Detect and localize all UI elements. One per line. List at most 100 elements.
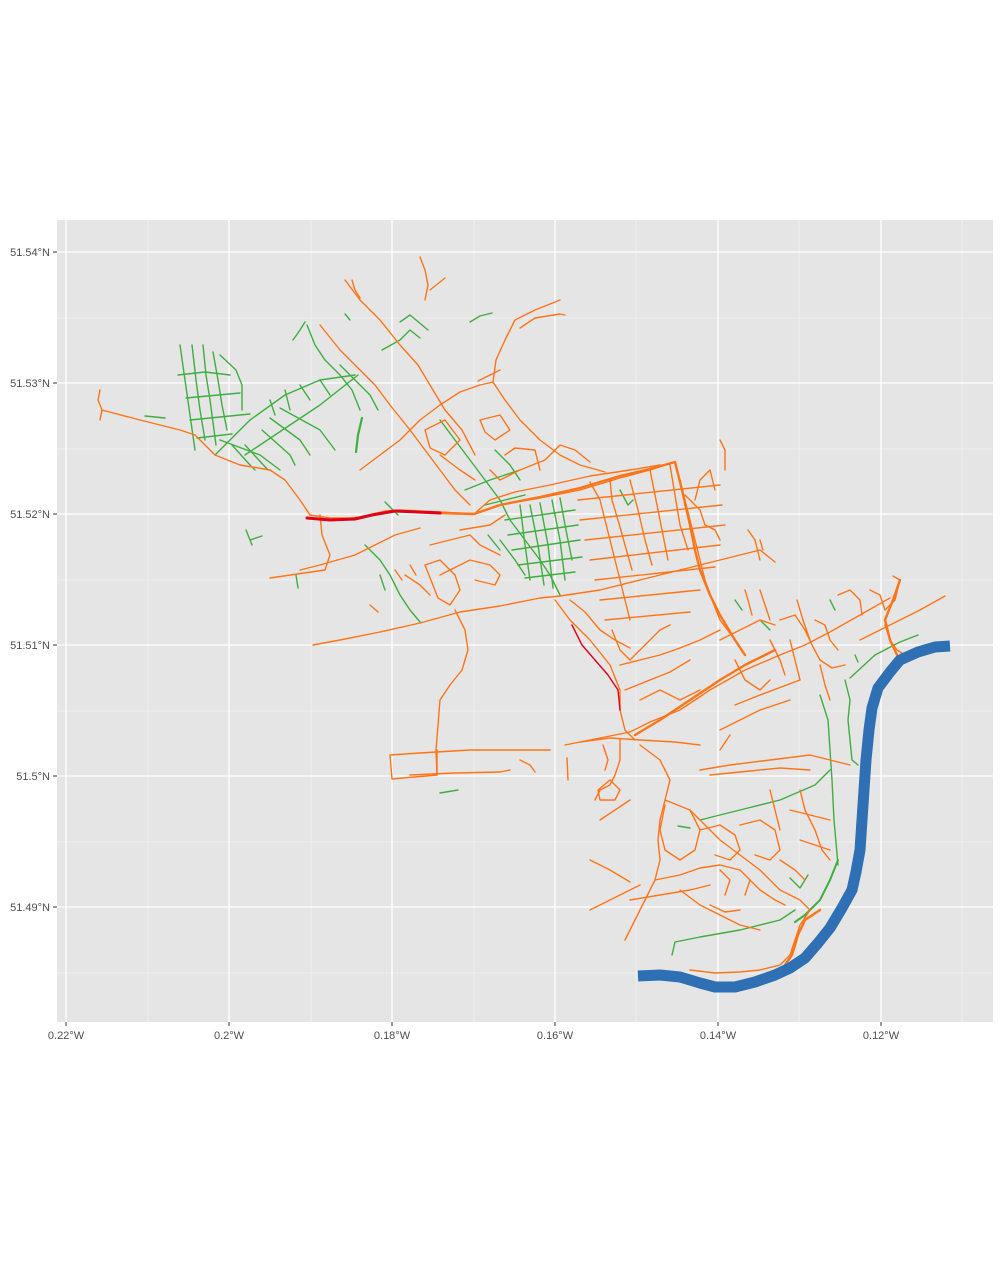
residential-road <box>364 544 421 623</box>
residential-road <box>844 679 859 766</box>
residential-roads <box>144 312 919 956</box>
axis-ticks <box>53 251 882 1026</box>
major-road <box>719 699 791 731</box>
residential-road <box>191 344 206 441</box>
major-road <box>569 599 631 649</box>
major-road <box>799 789 831 861</box>
major-road <box>819 664 831 701</box>
major-road <box>479 414 511 441</box>
major-road <box>602 744 609 771</box>
major-road <box>719 734 731 751</box>
residential-road <box>487 534 501 551</box>
major-road <box>564 597 891 746</box>
major-road <box>759 539 764 551</box>
major-road <box>639 689 701 701</box>
residential-road <box>529 504 545 586</box>
residential-road <box>245 529 263 546</box>
major-road <box>734 659 771 691</box>
major-road <box>789 599 811 681</box>
residential-road <box>819 694 839 866</box>
major-road <box>439 559 501 586</box>
residential-road <box>231 444 256 471</box>
y-tick-label: 51.51°N <box>10 640 50 652</box>
major-road <box>719 439 726 471</box>
major-road <box>624 744 671 941</box>
major-road <box>429 277 446 291</box>
residential-road <box>504 509 576 521</box>
major-road <box>659 799 701 861</box>
residential-road <box>269 417 311 456</box>
y-tick-label: 51.54°N <box>10 247 50 259</box>
residential-road <box>794 859 839 923</box>
major-road <box>97 389 103 421</box>
major-road <box>459 514 506 531</box>
major-road <box>312 549 776 646</box>
residential-road <box>244 444 269 471</box>
major-road <box>859 595 946 641</box>
x-tick-label: 0.14°W <box>700 1030 737 1042</box>
major-road <box>604 611 691 621</box>
residential-road <box>384 501 399 516</box>
major-road <box>699 824 741 861</box>
residential-road <box>829 599 836 611</box>
residential-road <box>214 374 356 456</box>
major-road <box>584 524 726 541</box>
residential-road <box>439 419 511 521</box>
major-road <box>424 419 461 456</box>
major-road <box>489 444 591 481</box>
residential-road <box>499 539 526 576</box>
major-road <box>719 869 751 896</box>
gridlines <box>57 220 993 1022</box>
major-road <box>424 559 461 606</box>
residential-road <box>292 321 306 341</box>
major-road <box>709 767 811 776</box>
y-axis-labels: 51.49°N 51.5°N 51.51°N 51.52°N 51.53°N 5… <box>10 247 50 914</box>
major-road <box>504 447 541 471</box>
major-road <box>779 859 806 881</box>
major-road <box>492 299 561 383</box>
x-tick-label: 0.22°W <box>48 1030 85 1042</box>
primary-road <box>633 648 777 737</box>
major-road <box>709 904 741 913</box>
motorway <box>571 624 621 711</box>
primary-road <box>883 578 902 657</box>
major-road <box>779 614 846 669</box>
residential-road <box>511 539 581 551</box>
river-thames <box>637 640 951 993</box>
major-road <box>589 884 641 911</box>
major-road <box>577 484 721 501</box>
residential-road <box>219 354 243 411</box>
x-tick-label: 0.12°W <box>863 1030 900 1042</box>
residential-road <box>295 574 299 589</box>
major-road <box>679 889 761 931</box>
residential-road <box>299 379 331 401</box>
major-road <box>344 279 476 456</box>
major-road <box>269 514 331 579</box>
major-road <box>589 859 631 883</box>
residential-road <box>507 524 579 536</box>
major-road <box>554 599 636 741</box>
major-road <box>629 884 711 901</box>
major-road <box>404 574 431 596</box>
residential-road <box>202 344 217 446</box>
major-road <box>589 544 721 561</box>
major-road <box>799 839 831 851</box>
major-road <box>599 589 701 601</box>
major-road <box>594 566 716 581</box>
primary-road <box>783 908 822 967</box>
major-road <box>814 619 839 651</box>
residential-road <box>399 314 429 331</box>
residential-road <box>699 769 831 821</box>
residential-road <box>854 654 859 663</box>
major-road <box>409 769 511 776</box>
residential-road <box>519 504 531 581</box>
residential-road <box>212 351 228 431</box>
major-road <box>747 529 761 561</box>
major-road <box>611 624 671 661</box>
major-road <box>734 679 801 706</box>
residential-road <box>734 599 743 611</box>
x-tick-label: 0.18°W <box>374 1030 411 1042</box>
y-tick-label: 51.52°N <box>10 509 50 521</box>
major-road <box>649 469 669 561</box>
